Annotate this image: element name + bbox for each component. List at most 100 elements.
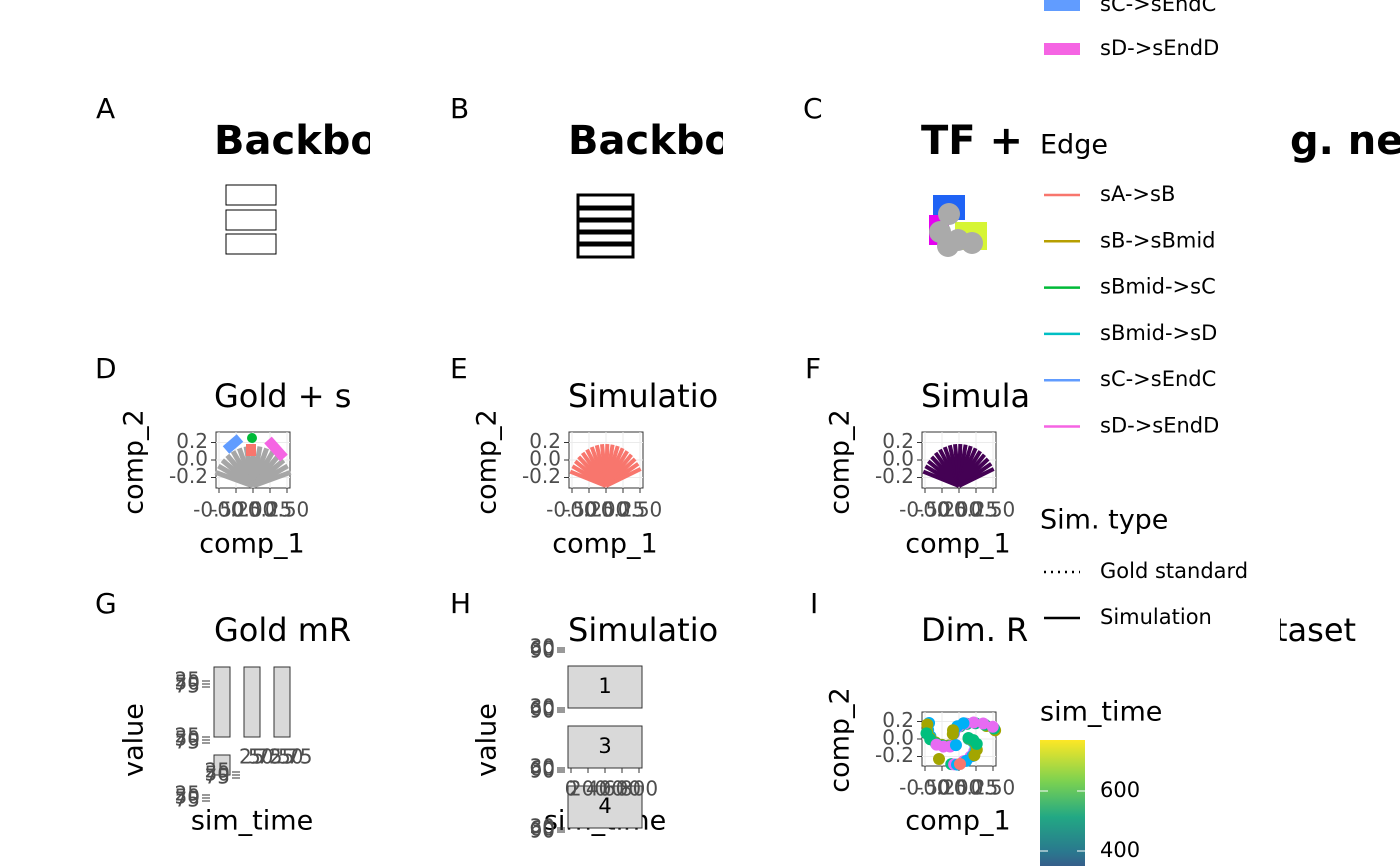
panel-title: TF + — [921, 118, 1023, 164]
y-tick-label: 50 — [175, 671, 200, 695]
edge-seg — [246, 444, 256, 456]
colorbar-label: 400 — [1100, 838, 1140, 862]
y-tick-label: 30 — [530, 755, 555, 779]
x-tick-label: -0.50 — [899, 776, 951, 800]
y-tick-label: 60 — [530, 817, 555, 841]
y-tick-label: 50 — [175, 785, 200, 809]
y-axis-title: value — [472, 703, 503, 777]
x-tick-label: -0.50 — [899, 498, 951, 522]
edge-seg — [264, 436, 288, 462]
panel-title-end: taset — [1275, 611, 1356, 649]
panel-title: Dim. R — [921, 611, 1028, 649]
x-tick-label: 0.25 — [248, 498, 293, 522]
x-axis-title: comp_1 — [905, 529, 1010, 560]
panel-tag: H — [450, 587, 471, 620]
x-axis-title: sim_time — [191, 806, 313, 837]
y-tick-label: 25 — [175, 724, 200, 748]
panel-tag: D — [95, 352, 117, 385]
panel-tag: F — [805, 352, 821, 385]
x-tick-label: 0.50 — [971, 498, 1016, 522]
x-tick-label: -0.50 — [193, 498, 245, 522]
y-tick-label: 30 — [530, 635, 555, 659]
node — [937, 235, 959, 257]
node-box — [576, 217, 635, 235]
y-tick-label: 75 — [205, 765, 230, 789]
panel-tag: E — [450, 352, 468, 385]
legend-title: sim_time — [1040, 697, 1162, 728]
node-box — [576, 205, 635, 223]
facet — [213, 754, 231, 776]
y-tick-label: 0.0 — [176, 447, 208, 471]
legend-label: sBmid->sC — [1100, 275, 1216, 299]
y-axis-title: comp_2 — [472, 409, 503, 514]
x-tick-label: -0.25 — [916, 498, 968, 522]
panel-tag: B — [450, 92, 469, 125]
point — [921, 718, 934, 731]
x-tick-label: 0.25 — [601, 498, 646, 522]
strip — [567, 785, 643, 829]
facet — [213, 666, 231, 738]
legend-title: Sim. type — [1040, 505, 1168, 536]
node-box — [576, 193, 635, 211]
x-tick-label: -0.25 — [916, 776, 968, 800]
x-tick-label: 0.50 — [971, 776, 1016, 800]
y-tick-label: 0.2 — [882, 708, 914, 732]
legend-label: sD->sEndD — [1100, 36, 1219, 60]
y-axis-title: comp_2 — [119, 409, 150, 514]
x-tick-label: 50 — [278, 745, 303, 769]
legend-label: sC->sEndC — [1100, 367, 1216, 391]
y-tick-label: -0.2 — [875, 743, 914, 767]
node-box — [576, 229, 635, 247]
edge-seg — [222, 434, 244, 454]
panel-title: Simulatio — [568, 611, 718, 649]
x-tick-label: 75 — [257, 745, 282, 769]
legend-label: Simulation — [1100, 605, 1212, 629]
point — [954, 758, 966, 770]
panel-tag: G — [95, 587, 117, 620]
legend-key — [1044, 43, 1080, 55]
colorbar — [1040, 740, 1085, 866]
point — [957, 717, 970, 730]
legend-label: sBmid->sD — [1100, 321, 1217, 345]
node — [938, 203, 960, 225]
x-tick-label: 50 — [248, 745, 273, 769]
y-tick-label: 90 — [530, 819, 555, 843]
edge-seg — [247, 433, 257, 443]
legend-bg — [1030, 125, 1290, 455]
x-tick-label: 0.00 — [584, 498, 629, 522]
y-tick-label: 75 — [175, 674, 200, 698]
panel-title: Backbo — [214, 118, 378, 164]
y-tick-label: 0.0 — [882, 726, 914, 750]
trajectory — [605, 467, 642, 488]
point — [967, 716, 980, 729]
panel-title: Backbo — [568, 118, 732, 164]
y-tick-label: 0.0 — [529, 447, 561, 471]
x-axis-title: comp_1 — [905, 806, 1010, 837]
trajectory — [958, 467, 995, 488]
x-tick-label: 0.00 — [231, 498, 276, 522]
strip-label: 1 — [598, 674, 611, 698]
legend-label: sA->sB — [1100, 182, 1175, 206]
y-tick-label: 0.0 — [882, 447, 914, 471]
y-tick-label: -0.2 — [522, 464, 561, 488]
y-tick-label: 60 — [530, 637, 555, 661]
trajectory — [252, 469, 292, 489]
strip-label: 3 — [598, 734, 611, 758]
x-tick-label: 200 — [569, 777, 607, 801]
legend-label: sD->sEndD — [1100, 414, 1219, 438]
x-axis-title: comp_1 — [199, 529, 304, 560]
x-tick-label: 25 — [239, 745, 264, 769]
x-tick-label: -0.25 — [563, 498, 615, 522]
y-tick-label: 50 — [205, 762, 230, 786]
x-tick-label: 0.00 — [937, 776, 982, 800]
y-tick-label: 25 — [175, 668, 200, 692]
y-tick-label: 60 — [530, 697, 555, 721]
x-tick-label: 75 — [287, 745, 312, 769]
panel-title: Gold mR — [214, 611, 351, 649]
legend-label: sB->sBmid — [1100, 228, 1216, 252]
panel-title: Simulatio — [568, 377, 718, 415]
panel-title: Simula — [921, 377, 1030, 415]
panel-tag: A — [96, 92, 115, 125]
node-box — [225, 184, 277, 206]
